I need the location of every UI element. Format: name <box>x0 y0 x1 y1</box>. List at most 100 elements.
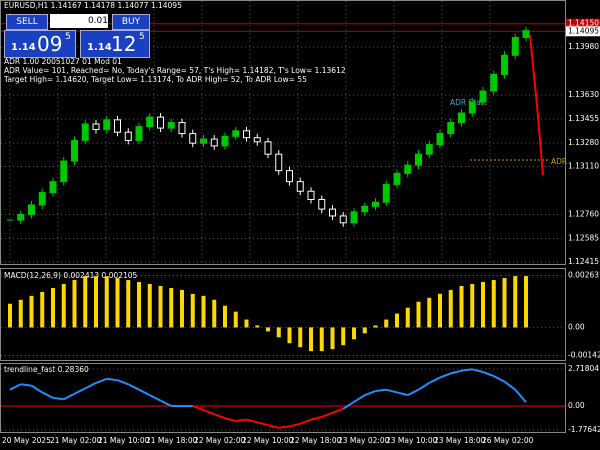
trend-segment <box>106 377 118 382</box>
macd-bar <box>51 287 55 328</box>
macd-bar <box>298 327 303 348</box>
macd-bar <box>201 295 206 328</box>
trend-segment <box>342 401 355 410</box>
lot-input[interactable]: 0.01 <box>50 14 108 28</box>
macd-bar <box>233 311 238 328</box>
y-tick-label: 2.71804 <box>568 364 599 373</box>
trend-segment <box>450 369 462 375</box>
trend-segment <box>364 390 376 397</box>
info-line: Target High= 1.14620, Target Low= 1.1317… <box>3 75 307 84</box>
candle <box>167 122 175 129</box>
trend-segment <box>332 407 344 414</box>
trend-segment <box>514 389 527 403</box>
candle <box>38 192 46 206</box>
candle <box>232 130 240 137</box>
candle <box>178 122 186 135</box>
time-label: 21 May 02:00 <box>50 436 102 445</box>
macd-bar <box>83 276 88 328</box>
trend-segment <box>310 415 322 421</box>
candle <box>60 160 68 183</box>
candle <box>490 74 498 92</box>
time-label: 23 May 10:00 <box>386 436 438 445</box>
annotation: ADR <box>551 157 567 166</box>
y-tick-label: 1.12760 <box>568 210 599 219</box>
macd-bar <box>448 289 453 328</box>
candle <box>71 139 78 162</box>
candle <box>339 215 347 224</box>
trend-segment <box>95 377 108 384</box>
info-line: ADR 1.00 20051027 01 Mod 01 <box>4 57 122 66</box>
price-level-box <box>566 26 600 37</box>
candle <box>221 135 229 147</box>
macd-bar <box>40 291 45 328</box>
time-label: 23 May 18:00 <box>434 436 486 445</box>
macd-bar <box>405 307 410 328</box>
price-level-label: 1.14150 <box>568 19 599 28</box>
macd-bar <box>502 278 507 328</box>
bid-box[interactable]: 1.14 09 5 <box>4 30 76 58</box>
macd-bar <box>126 280 131 328</box>
time-label: 20 May 2025 <box>2 436 51 445</box>
candle <box>243 130 250 139</box>
macd-bar <box>524 276 528 328</box>
time-label: 21 May 10:00 <box>98 436 150 445</box>
y-tick-label: 1.13110 <box>568 162 599 171</box>
y-tick-label: 0.00 <box>568 322 585 331</box>
trend-segment <box>493 375 505 383</box>
ask-box[interactable]: 1.14 12 5 <box>80 30 150 58</box>
candle <box>189 133 197 144</box>
macd-bar <box>169 287 174 328</box>
trend-title: trendline_fast 0.28360 <box>4 365 89 374</box>
macd-bar <box>395 313 399 328</box>
macd-bar <box>18 299 23 328</box>
trend-segment <box>503 380 516 391</box>
candle <box>425 144 433 155</box>
candle <box>501 54 508 76</box>
macd-bar <box>255 325 260 328</box>
trend-segment <box>117 379 129 386</box>
trend-segment <box>278 425 290 429</box>
macd-bar <box>190 293 195 328</box>
trend-segment <box>20 383 32 387</box>
macd-bar <box>147 284 152 328</box>
ask-frac: 5 <box>139 32 145 42</box>
trend-segment <box>235 418 247 422</box>
macd-bar <box>8 303 12 328</box>
trend-segment <box>482 371 495 378</box>
candle <box>307 190 315 200</box>
y-tick-label: 1.13280 <box>568 138 599 147</box>
candle <box>393 172 401 185</box>
time-label: 22 May 18:00 <box>290 436 342 445</box>
candle <box>264 141 272 155</box>
candle <box>479 90 487 103</box>
macd-bar <box>330 327 335 350</box>
macd-bar <box>104 276 109 328</box>
trend-segment <box>224 417 236 422</box>
trend-segment <box>375 388 387 393</box>
candle <box>157 116 164 129</box>
candle <box>404 164 412 174</box>
trend-segment <box>428 376 441 384</box>
trend-segment <box>267 424 279 429</box>
candle <box>103 119 111 130</box>
macd-bar <box>223 305 227 328</box>
trend-segment <box>353 394 366 403</box>
trend-segment <box>41 391 54 399</box>
trend-segment <box>74 387 86 395</box>
sell-button[interactable]: SELL <box>6 14 48 30</box>
trend-segment <box>289 422 301 428</box>
candle <box>81 123 89 141</box>
macd-bar <box>61 284 66 328</box>
info-line: ADR Value= 101, Reached= No, Today's Ran… <box>4 66 346 75</box>
macd-bar <box>491 280 496 328</box>
macd-bar <box>384 319 389 328</box>
buy-button[interactable]: BUY <box>112 14 150 30</box>
candle <box>458 112 465 124</box>
trend-segment <box>386 388 398 394</box>
macd-bar <box>244 319 249 328</box>
trend-segment <box>203 409 215 416</box>
y-tick-label: -1.77642 <box>568 425 600 434</box>
candle <box>522 30 530 38</box>
